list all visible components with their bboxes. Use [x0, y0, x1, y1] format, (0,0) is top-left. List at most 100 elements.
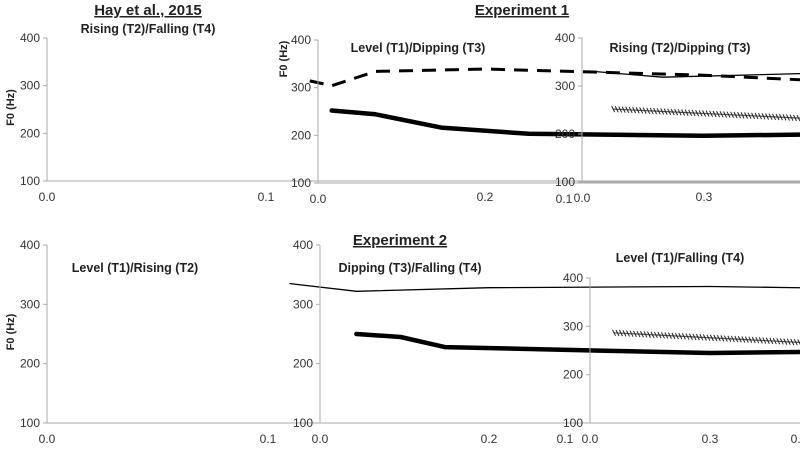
series-marker [720, 335, 725, 342]
y-tick-label: 400 [20, 238, 40, 252]
series-marker [636, 330, 641, 338]
series-marker [628, 106, 633, 114]
series-marker [618, 106, 623, 113]
x-tick-label: 0.0 [582, 432, 599, 446]
series-marker [737, 111, 742, 119]
series-marker [650, 331, 655, 339]
series-marker [747, 112, 752, 119]
series-line-level-t1 [587, 70, 800, 78]
series-marker [776, 338, 781, 345]
series-marker [695, 109, 700, 117]
series-marker [705, 110, 710, 117]
chart-panel-5: Dipping (T3)/Falling (T4) 100 200 300 400 0.0… [278, 40, 800, 446]
x-tick-label: 0.2 [477, 190, 494, 204]
y-tick-label: 300 [555, 79, 575, 93]
series-marker [761, 113, 766, 120]
series-marker [698, 110, 703, 117]
x-tick-label: 0.2 [481, 432, 498, 446]
series-marker [633, 330, 637, 338]
series-marker [709, 110, 714, 118]
series-marker [734, 335, 739, 343]
series-marker [699, 334, 704, 341]
y-axis-label: F0 (Hz) [5, 313, 17, 350]
series-marker [678, 332, 683, 340]
series-marker [670, 108, 675, 116]
series-marker [768, 113, 773, 120]
series-marker [709, 334, 714, 342]
series-marker [664, 332, 669, 339]
series-marker [640, 331, 644, 338]
series-marker [632, 106, 637, 114]
series-marker [611, 105, 616, 113]
y-tick-label: 100 [563, 416, 583, 430]
series-marker [744, 112, 748, 119]
series-marker [653, 331, 658, 339]
series-marker [667, 332, 672, 339]
y-tick-label: 100 [20, 174, 40, 188]
x-tick-label: 0.1 [557, 432, 574, 446]
series-marker [723, 335, 728, 342]
chart-title: Rising (T2)/Dipping (T3) [610, 41, 751, 55]
y-tick-label: 100 [291, 176, 311, 190]
y-tick-label: 300 [291, 81, 311, 95]
series-marker [789, 114, 794, 121]
series-marker [691, 109, 696, 117]
x-tick-label: 0.0 [574, 191, 591, 205]
series-marker [688, 333, 693, 340]
series-marker [758, 112, 762, 120]
y-tick-label: 400 [291, 33, 311, 47]
y-tick-label: 200 [293, 357, 313, 371]
series-marker [639, 107, 644, 114]
series-marker [657, 331, 662, 339]
header-experiment-1: Experiment 1 [475, 2, 569, 19]
y-tick-label: 200 [20, 126, 40, 140]
series-marker [674, 332, 679, 340]
chart-title: Dipping (T3)/Falling (T4) [338, 261, 481, 275]
x-tick-label: 0.0 [312, 432, 329, 446]
series-marker [744, 336, 749, 343]
x-tick-label: 0.3 [696, 190, 713, 204]
series-marker [751, 336, 756, 344]
series-marker [667, 108, 672, 116]
series-marker [782, 114, 787, 121]
series-marker [621, 106, 626, 113]
chart-title: Level (T1)/Dipping (T3) [351, 41, 486, 55]
series-marker [751, 112, 755, 120]
y-axis-label: F0 (Hz) [5, 89, 17, 126]
series-marker [786, 114, 790, 121]
series-marker [786, 338, 791, 346]
y-tick-label: 300 [293, 297, 313, 311]
chart-panel-6: Level (T1)/Falling (T4) 100 200 300 400 0.0 0.… [563, 251, 800, 446]
series-marker [713, 334, 718, 342]
series-marker [677, 109, 682, 116]
x-tick-label: 0.1 [258, 190, 275, 204]
chart-panel-3: Rising (T2)/Dipping (T3)1002003004000.00… [555, 31, 800, 205]
y-tick-label: 400 [563, 271, 583, 285]
series-marker [765, 113, 769, 120]
series-marker [755, 336, 760, 344]
y-tick-label: 400 [293, 238, 313, 252]
series-marker [622, 330, 627, 337]
series-marker [625, 106, 630, 113]
series-marker [643, 331, 648, 338]
series-marker [663, 108, 668, 115]
x-tick-label: 0.1 [260, 432, 277, 446]
series-marker [684, 109, 689, 116]
series-marker [796, 114, 800, 122]
series-marker [797, 339, 800, 345]
series-marker [727, 335, 732, 342]
series-marker [719, 111, 724, 118]
series-marker [674, 108, 679, 116]
series-marker [730, 335, 735, 343]
x-tick-label: 0.1 [556, 192, 573, 206]
series-line-rising-t2 [329, 108, 800, 138]
chart-title: Level (T1)/Falling (T4) [616, 251, 745, 265]
series-marker [716, 110, 721, 118]
series-marker [793, 338, 798, 346]
series-marker [660, 108, 665, 115]
series-marker [702, 334, 707, 341]
series-marker [775, 113, 780, 121]
y-tick-label: 200 [563, 368, 583, 382]
series-line-level-t1 [289, 282, 800, 292]
